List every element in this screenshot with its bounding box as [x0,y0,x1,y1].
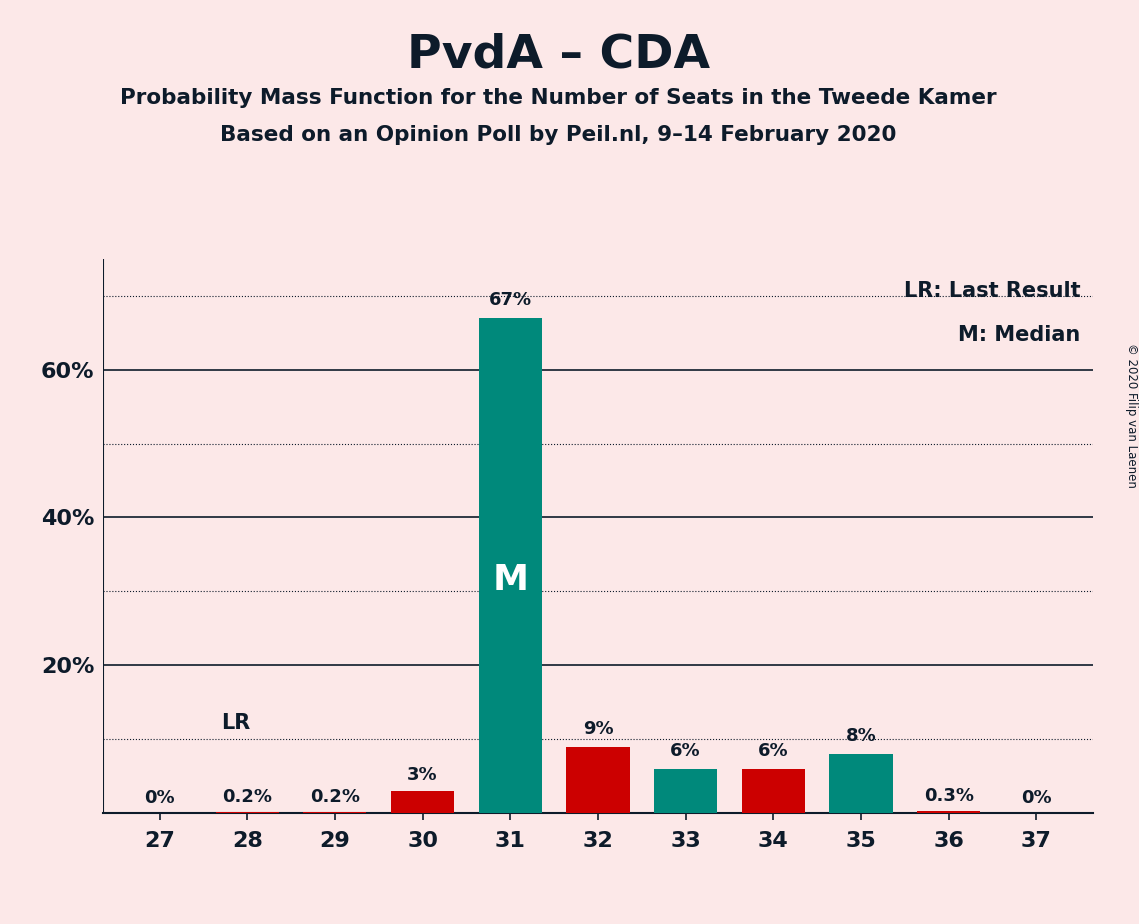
Text: 0.2%: 0.2% [310,788,360,806]
Text: 8%: 8% [845,727,876,745]
Bar [303,811,367,813]
Bar [478,318,542,813]
Text: LR: Last Result: LR: Last Result [903,281,1080,301]
Bar [566,747,630,813]
Text: 3%: 3% [408,766,437,784]
Text: 6%: 6% [759,742,788,760]
Bar [741,769,805,813]
Text: 67%: 67% [489,291,532,309]
Text: M: M [492,564,528,597]
Bar [654,769,718,813]
Bar [215,811,279,813]
Text: 0.3%: 0.3% [924,787,974,805]
Text: PvdA – CDA: PvdA – CDA [407,32,710,78]
Text: Probability Mass Function for the Number of Seats in the Tweede Kamer: Probability Mass Function for the Number… [120,88,997,108]
Text: 0%: 0% [1022,789,1051,808]
Text: M: Median: M: Median [958,325,1080,346]
Text: 6%: 6% [671,742,700,760]
Bar [829,754,893,813]
Text: 9%: 9% [583,720,613,737]
Bar [391,791,454,813]
Bar [917,811,981,813]
Text: Based on an Opinion Poll by Peil.nl, 9–14 February 2020: Based on an Opinion Poll by Peil.nl, 9–1… [220,125,896,145]
Text: 0.2%: 0.2% [222,788,272,806]
Text: 0%: 0% [145,789,174,808]
Text: © 2020 Filip van Laenen: © 2020 Filip van Laenen [1124,344,1138,488]
Text: LR: LR [221,713,251,734]
